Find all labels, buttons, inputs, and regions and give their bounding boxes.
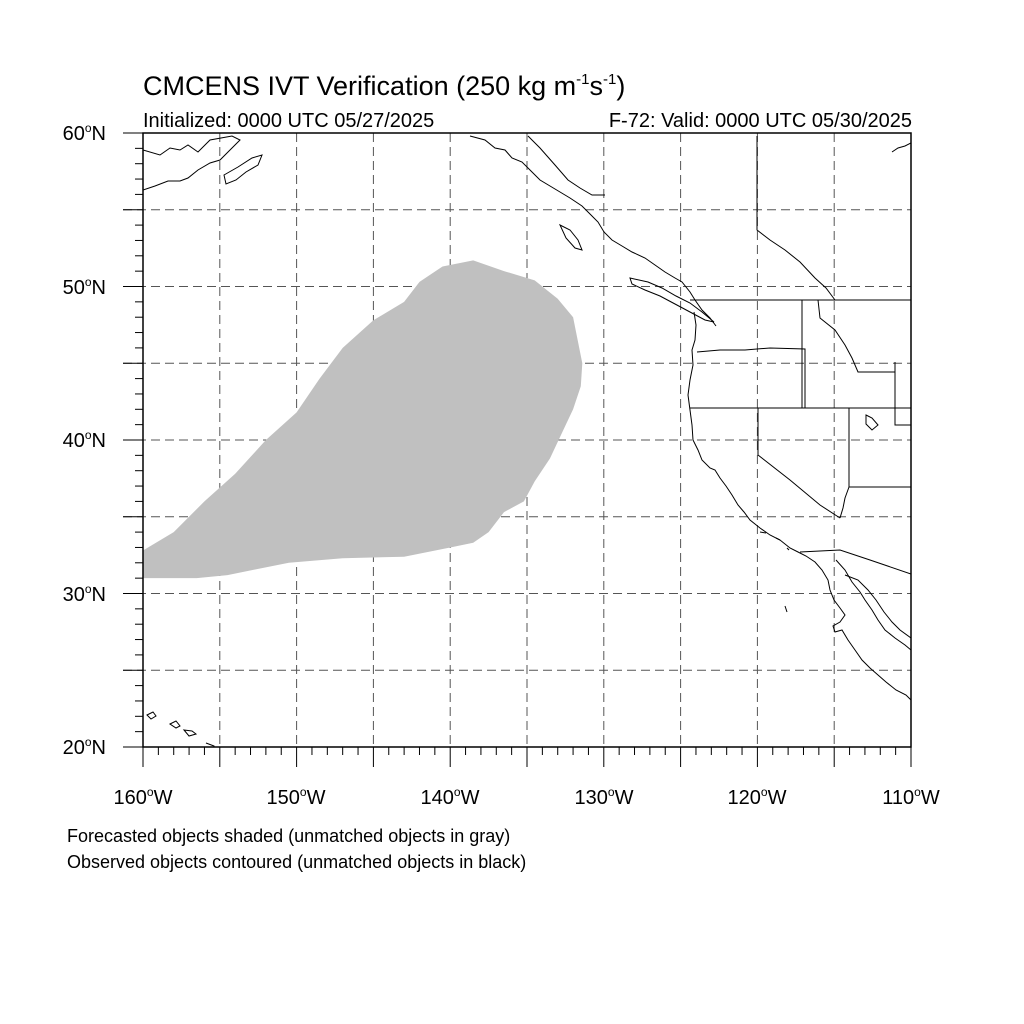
- west-coast: [687, 311, 911, 701]
- lat-label-40: 40oN: [62, 428, 106, 452]
- hawaii-niihau-kauai: [146, 711, 157, 720]
- legend-forecast-note: Forecasted objects shaded (unmatched obj…: [67, 826, 511, 846]
- lon-label-160w: 160oW: [113, 785, 173, 809]
- map-title: CMCENS IVT Verification (250 kg m-1s-1): [143, 71, 626, 101]
- axis-ticks: [123, 132, 912, 767]
- alberta-bc-border: [756, 136, 836, 301]
- lat-label-20: 20oN: [62, 735, 106, 759]
- alaska-panhandle: [469, 135, 717, 327]
- channel-islands: [759, 531, 790, 551]
- vancouver-island: [629, 277, 715, 323]
- kodiak-island: [223, 154, 263, 185]
- lon-label-140w: 140oW: [420, 785, 480, 809]
- legend-observed-note: Observed objects contoured (unmatched ob…: [67, 852, 527, 872]
- nevada-arizona-border: [839, 486, 850, 519]
- hawaii-oahu-maui: [169, 720, 198, 737]
- haida-gwaii: [558, 223, 583, 251]
- northeast-coast-fragment: [891, 142, 911, 153]
- us-mexico-border: [799, 549, 911, 575]
- coastlines: [143, 135, 911, 747]
- guadalupe-island: [784, 605, 788, 613]
- california-nevada-border: [757, 408, 841, 519]
- lat-label-30: 30oN: [62, 582, 106, 606]
- valid-time: F-72: Valid: 0000 UTC 05/30/2025: [608, 110, 912, 132]
- nevada-utah-border: [848, 408, 911, 488]
- lon-label-110w: 110oW: [882, 785, 940, 809]
- lat-label-50: 50oN: [62, 275, 106, 299]
- lon-label-150w: 150oW: [266, 785, 326, 809]
- mainland-mexico-coast: [844, 574, 911, 639]
- baja-east-coast: [835, 559, 911, 651]
- great-salt-lake: [865, 414, 879, 431]
- initialized-time: Initialized: 0000 UTC 05/27/2025: [143, 110, 435, 132]
- washington-oregon-border: [696, 347, 806, 408]
- idaho-montana-border: [817, 299, 895, 373]
- lat-label-60: 60oN: [62, 121, 106, 145]
- wyoming-idaho-border: [894, 362, 911, 426]
- alaska-coastline: [143, 135, 241, 191]
- unmatched-forecast-object: [143, 260, 583, 579]
- lon-label-120w: 120oW: [727, 785, 787, 809]
- alaska-canada-border: [527, 135, 605, 196]
- political-boundaries: [527, 135, 911, 575]
- lon-label-130w: 130oW: [574, 785, 634, 809]
